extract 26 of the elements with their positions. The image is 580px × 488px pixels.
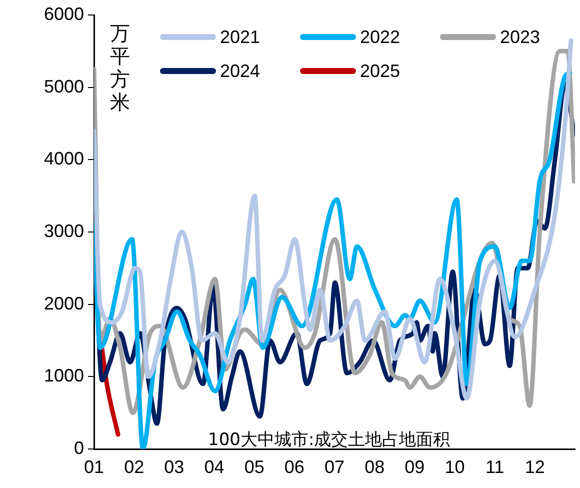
y-tick-label: 4000: [44, 148, 84, 169]
y-axis-title: 万平方米: [109, 21, 131, 114]
x-tick-label: 02: [124, 456, 144, 477]
x-tick-label: 04: [204, 456, 224, 477]
x-tick-label: 06: [284, 456, 304, 477]
annotation: 100大中城市:成交土地占地面积: [208, 429, 450, 451]
y-tick-label: 0: [74, 438, 84, 458]
x-tick-label: 03: [164, 456, 184, 477]
x-tick-label: 05: [244, 456, 264, 477]
x-tick-label: 12: [524, 456, 545, 477]
y-tick-label: 2000: [44, 293, 84, 314]
y-tick-label: 1000: [44, 366, 84, 386]
x-tick-label: 07: [324, 456, 345, 477]
legend-label: 2021: [220, 26, 260, 48]
y-tick-label: 5000: [44, 76, 84, 96]
x-tick-label: 10: [444, 456, 465, 477]
legend-label: 2023: [500, 26, 540, 48]
x-tick-label: 09: [404, 456, 425, 477]
legend-label: 2024: [220, 60, 260, 82]
legend-label: 2025: [360, 60, 400, 82]
y-tick-label: 6000: [44, 4, 84, 24]
legend-label: 2022: [360, 26, 400, 48]
x-tick-label: 01: [84, 456, 104, 477]
y-tick-label: 3000: [44, 220, 84, 241]
x-tick-label: 11: [485, 456, 504, 477]
x-tick-label: 08: [364, 456, 385, 477]
